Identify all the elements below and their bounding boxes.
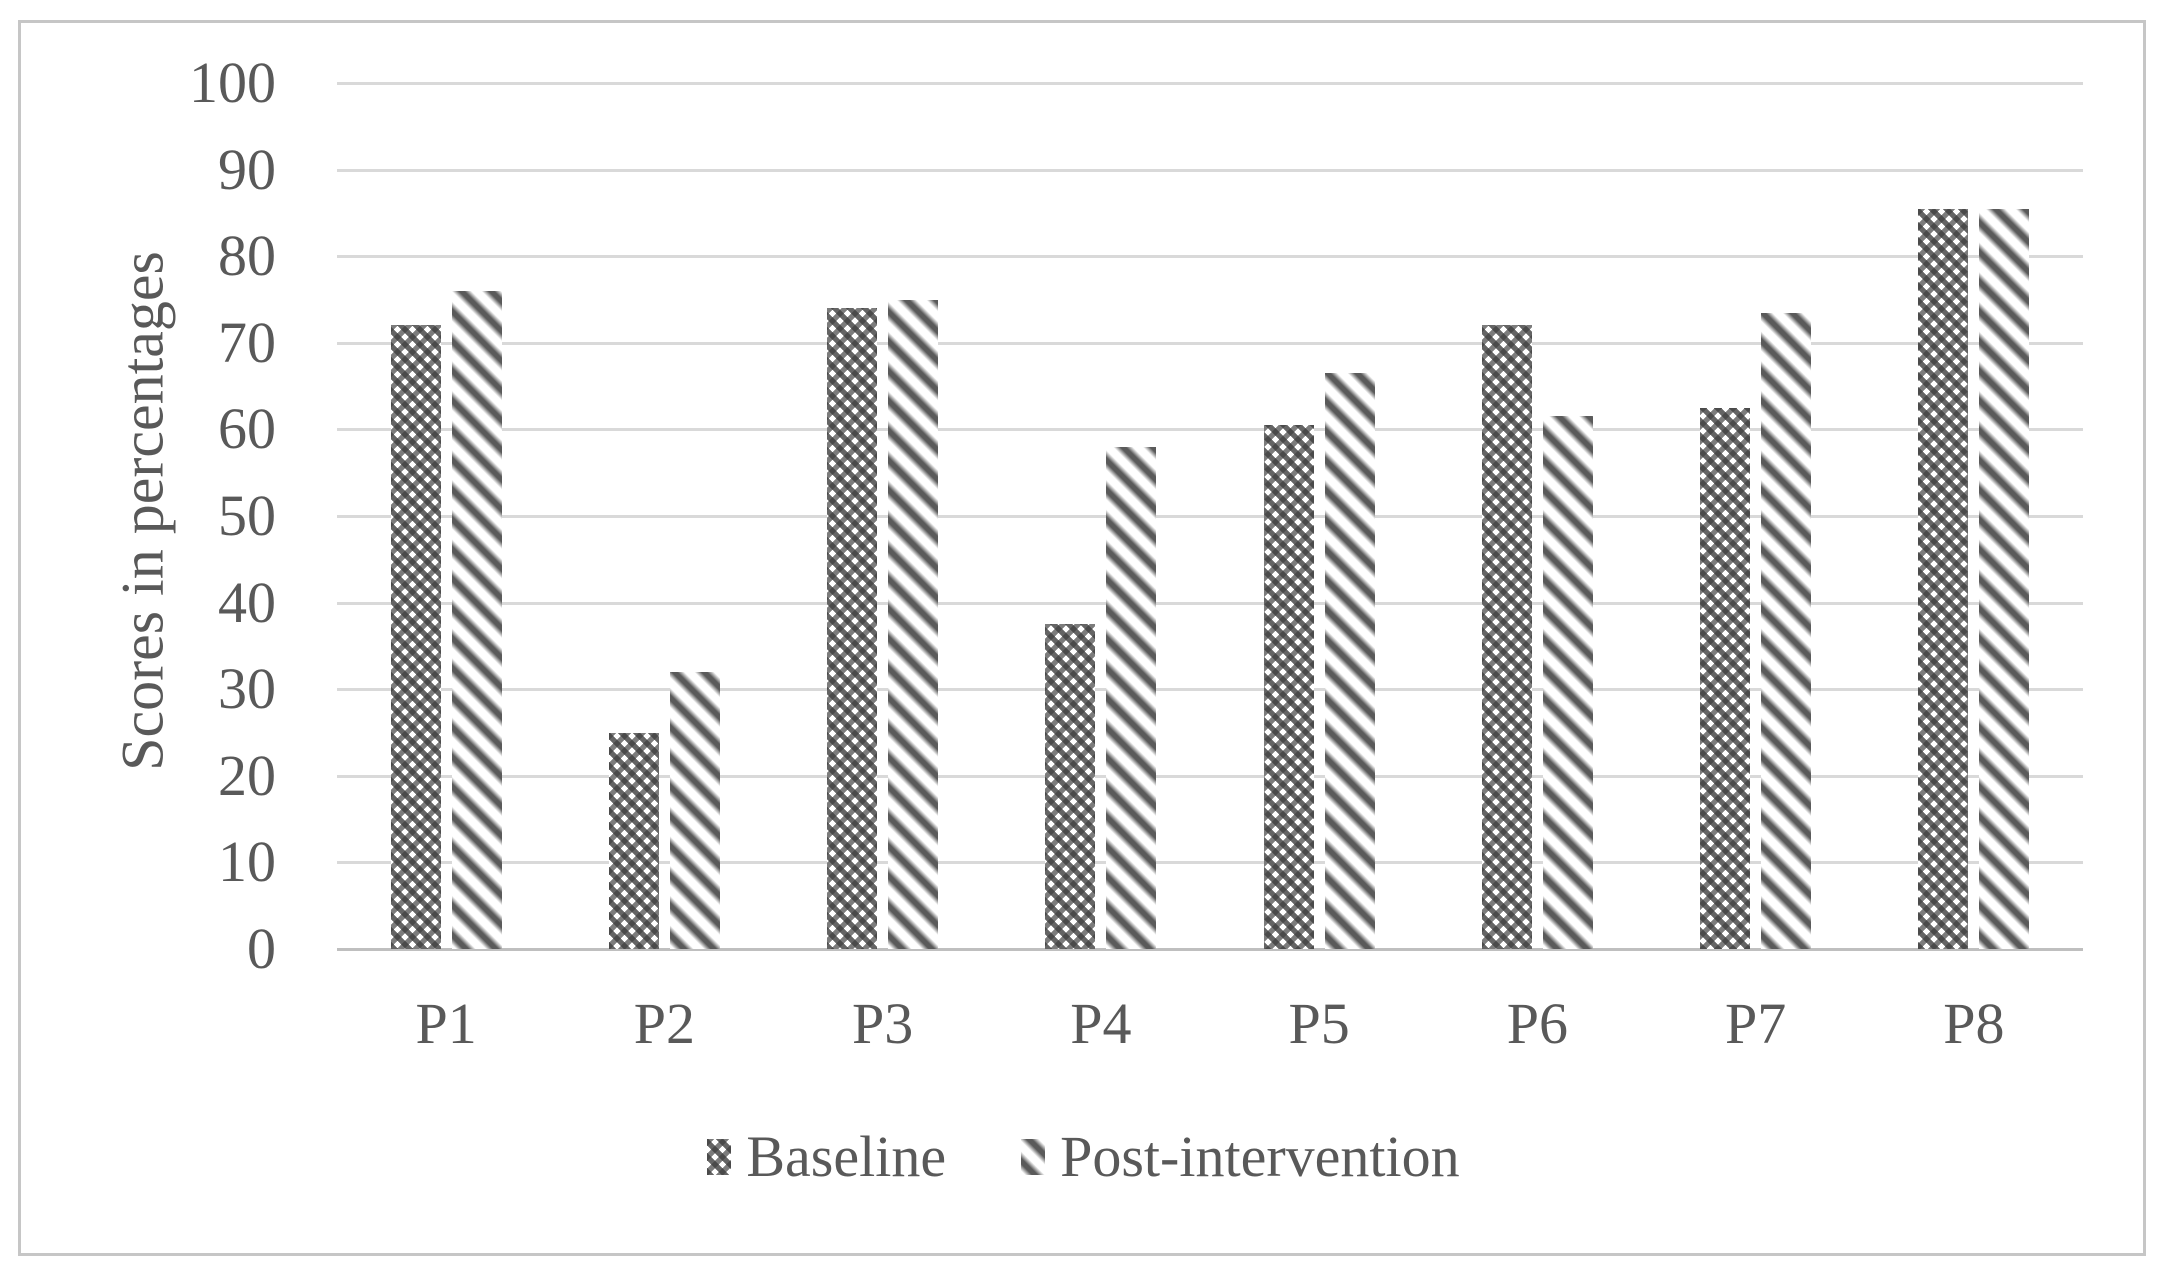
- gridline: [337, 341, 2083, 345]
- category-group-p7: [1647, 83, 1865, 949]
- y-tick-label-40: 40: [218, 569, 276, 635]
- gridline: [337, 168, 2083, 172]
- y-tick-label-0: 0: [247, 916, 276, 981]
- y-tick-label-30: 30: [218, 656, 276, 722]
- x-tick-label-p2: P2: [633, 991, 695, 1056]
- y-tick-label-100: 100: [189, 50, 276, 115]
- bar-baseline-p7: [1700, 407, 1751, 949]
- x-tick-label-p6: P6: [1506, 991, 1568, 1056]
- bar-post-intervention-p5: [1324, 373, 1375, 949]
- bar-post-intervention-p3: [888, 299, 939, 949]
- gridline: [337, 82, 2083, 85]
- category-group-p3: [774, 83, 992, 949]
- bar-baseline-p1: [390, 325, 441, 949]
- gridline: [337, 774, 2083, 778]
- legend-item-baseline: Baseline: [707, 1126, 946, 1188]
- x-tick-label-p3: P3: [851, 991, 914, 1056]
- bar-post-intervention-p4: [1106, 446, 1157, 949]
- x-tick-label-p8: P8: [1943, 991, 2005, 1056]
- legend-item-post-intervention: Post-intervention: [1021, 1126, 1460, 1188]
- x-tick-label-p4: P4: [1070, 991, 1132, 1056]
- post-intervention-pattern-swatch-icon: [1021, 1139, 1046, 1175]
- y-axis-tick-labels: 0 10 20 30 40 50 60 70 80 90 100: [0, 54, 276, 978]
- bar-baseline-p4: [1045, 624, 1096, 949]
- bar-baseline-p8: [1918, 208, 1969, 949]
- legend-label-post-intervention: Post-intervention: [1060, 1124, 1460, 1189]
- gridline: [337, 515, 2083, 518]
- bar-baseline-p6: [1481, 325, 1532, 949]
- baseline-pattern-swatch-icon: [707, 1139, 732, 1175]
- y-tick-label-20: 20: [218, 742, 276, 808]
- category-group-p5: [1210, 83, 1428, 949]
- category-group-p8: [1865, 83, 2083, 949]
- bar-post-intervention-p8: [1979, 208, 2030, 949]
- y-tick-label-50: 50: [218, 483, 276, 548]
- bar-post-intervention-p6: [1542, 416, 1593, 949]
- category-group-p2: [555, 83, 773, 949]
- y-tick-label-60: 60: [218, 396, 276, 462]
- bar-baseline-p3: [827, 308, 878, 949]
- gridline: [337, 428, 2083, 432]
- gridline: [337, 601, 2083, 605]
- category-group-p1: [337, 83, 555, 949]
- bar-baseline-p2: [608, 732, 659, 949]
- bars-layer: [337, 83, 2083, 949]
- gridlines-layer: [337, 82, 2083, 951]
- plot-area: [337, 82, 2083, 951]
- x-tick-label-p1: P1: [415, 991, 477, 1056]
- category-group-p6: [1428, 83, 1646, 949]
- gridline: [337, 861, 2083, 865]
- legend: Baseline Post-intervention: [0, 1126, 2167, 1188]
- bar-baseline-p5: [1263, 425, 1314, 949]
- category-group-p4: [992, 83, 1210, 949]
- x-tick-label-p7: P7: [1724, 991, 1787, 1056]
- y-tick-label-70: 70: [218, 309, 276, 375]
- y-tick-label-10: 10: [218, 829, 276, 895]
- x-axis-line: [337, 948, 2083, 951]
- bar-post-intervention-p1: [451, 290, 502, 949]
- x-axis-labels: P1 P2 P3 P4 P5 P6 P7 P8: [337, 994, 2083, 1054]
- legend-label-baseline: Baseline: [746, 1124, 947, 1189]
- y-tick-label-90: 90: [218, 136, 276, 202]
- gridline: [337, 255, 2083, 259]
- x-tick-label-p5: P5: [1288, 991, 1350, 1056]
- bar-post-intervention-p7: [1761, 312, 1812, 949]
- gridline: [337, 688, 2083, 692]
- y-tick-label-80: 80: [218, 223, 276, 289]
- bar-post-intervention-p2: [669, 671, 720, 949]
